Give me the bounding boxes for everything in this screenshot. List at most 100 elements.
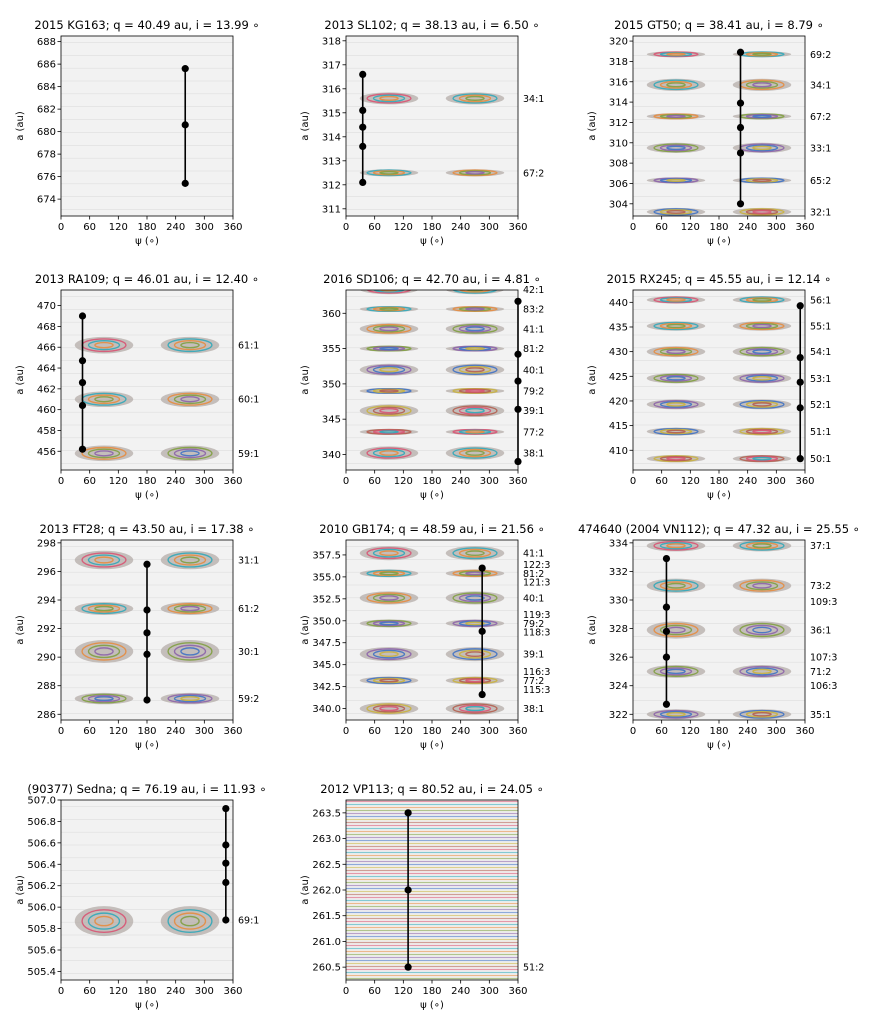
y-tick-label: 415 (609, 421, 628, 432)
island-contour (659, 624, 693, 636)
island-contour (745, 541, 779, 550)
island-contour (465, 346, 485, 351)
island-contour (739, 208, 785, 216)
chart-panel-9: 0 60 120 180 240 300 360 505.4 505.6 505.8 506.0 50… (15, 782, 267, 1011)
island-contour (745, 428, 779, 435)
chart-panel-6: 0 60 120 180 240 300 360 286 288 290 292 294 296 298 2… (15, 522, 259, 751)
island-contour (379, 307, 399, 311)
trajectory-point (514, 377, 522, 385)
y-tick-label: 355.0 (312, 572, 341, 583)
island-contour (180, 696, 200, 702)
x-tick-label: 300 (480, 222, 499, 233)
island-contour (653, 321, 699, 331)
island-contour (379, 367, 399, 373)
x-tick-label: 60 (368, 222, 381, 233)
x-axis-label: ψ (∘) (707, 490, 731, 501)
chart-title: 2015 GT50; q = 38.41 au, i = 8.79 ∘ (614, 18, 824, 32)
x-tick-label: 180 (422, 726, 441, 737)
y-axis-label: a (au) (587, 111, 598, 141)
island-contour (458, 620, 492, 627)
island-contour (745, 624, 779, 636)
island-contour (94, 450, 114, 457)
x-tick-label: 180 (422, 986, 441, 997)
resonance-label: 39:1 (523, 650, 544, 661)
y-tick-label: 357.5 (312, 550, 341, 561)
island-contour (752, 178, 772, 183)
y-tick-label: 304 (609, 199, 628, 210)
y-tick-label: 260.5 (312, 963, 341, 974)
x-tick-label: 180 (137, 222, 156, 233)
resonance-label: 59:2 (238, 694, 259, 705)
island-contour (173, 340, 207, 351)
resonance-label: 36:1 (810, 626, 831, 637)
y-tick-label: 322 (609, 710, 628, 721)
island-contour (745, 667, 779, 676)
island-contour (659, 80, 693, 89)
island-contour (173, 554, 207, 566)
island-contour (180, 605, 200, 612)
y-tick-label: 314 (609, 98, 628, 109)
x-tick-label: 0 (58, 726, 64, 737)
island-contour (372, 448, 406, 458)
x-tick-label: 120 (109, 986, 128, 997)
y-tick-label: 347.5 (312, 638, 341, 649)
x-tick-label: 120 (681, 476, 700, 487)
island-contour (465, 430, 485, 434)
y-tick-label: 506.2 (27, 881, 56, 892)
resonance-label: 53:1 (810, 374, 831, 385)
y-tick-label: 507.0 (27, 796, 56, 807)
y-tick-label: 360 (322, 309, 341, 320)
island-contour (739, 579, 785, 592)
trajectory-point (143, 696, 151, 704)
island-contour (372, 704, 406, 713)
x-tick-label: 180 (422, 476, 441, 487)
island-contour (87, 448, 121, 459)
chart-title: 2015 KG163; q = 40.49 au, i = 13.99 ∘ (34, 18, 259, 32)
island-contour (666, 323, 686, 329)
island-contour (81, 693, 127, 704)
island-contour (372, 677, 406, 684)
y-tick-label: 505.4 (27, 967, 56, 978)
island-contour (739, 622, 785, 638)
x-tick-label: 300 (767, 726, 786, 737)
resonance-label: 32:1 (810, 207, 831, 218)
island-contour (752, 456, 772, 461)
trajectory-point (143, 629, 151, 637)
island-contour (379, 326, 399, 332)
island-contour (465, 389, 485, 393)
y-tick-label: 312 (322, 180, 341, 191)
trajectory-point (359, 123, 367, 131)
chart-panel-3: 0 60 120 180 240 300 360 456 458 460 462 464 466 468 4… (15, 272, 259, 501)
island-contour (653, 208, 699, 216)
trajectory-point (359, 106, 367, 114)
resonance-label: 59:1 (238, 449, 259, 460)
island-contour (167, 603, 213, 615)
y-axis-label: a (au) (15, 111, 26, 141)
island-contour (666, 429, 686, 434)
island-contour (666, 52, 686, 56)
trajectory-point (662, 554, 671, 563)
x-tick-label: 60 (83, 726, 96, 737)
trajectory-point (222, 859, 230, 867)
island-contour (465, 95, 485, 101)
island-contour (653, 579, 699, 592)
plot-content (346, 800, 518, 980)
resonance-label: 33:1 (810, 143, 831, 154)
y-tick-label: 682 (37, 105, 56, 116)
x-tick-label: 300 (195, 222, 214, 233)
island-contour (366, 169, 412, 177)
x-tick-label: 0 (343, 726, 349, 737)
island-contour (666, 298, 686, 302)
resonance-label: 40:1 (523, 593, 544, 604)
resonance-label: 69:2 (810, 50, 831, 61)
island-contour (180, 647, 200, 656)
island-contour (653, 296, 699, 304)
island-contour (452, 447, 498, 459)
y-axis-label: a (au) (587, 365, 598, 395)
island-contour (366, 592, 412, 604)
x-tick-label: 360 (508, 986, 527, 997)
y-tick-label: 263.0 (312, 834, 341, 845)
island-contour (94, 396, 114, 403)
trajectory-point (222, 878, 230, 887)
y-tick-label: 506.8 (27, 817, 56, 828)
